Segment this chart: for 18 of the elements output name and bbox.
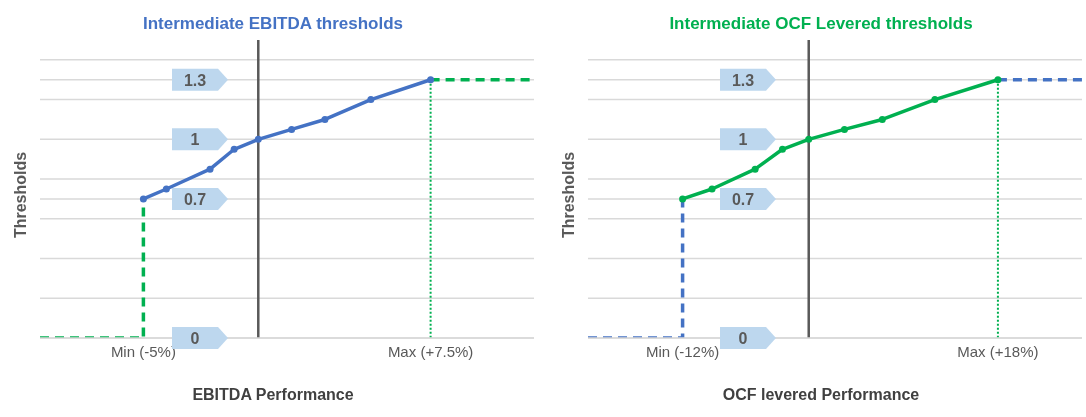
y-tick-label: 1 [190,131,200,149]
y-tick-label: 0.7 [183,190,207,208]
y-tick-label: 0 [738,330,748,347]
y-axis-title: Thresholds [12,151,30,239]
chart-title: Intermediate OCF Levered thresholds [668,13,974,35]
y-tick-label: 1 [738,131,748,149]
y-tick-label: 0 [190,330,200,347]
x-axis-title: EBITDA Performance [191,386,355,404]
chart-title: Intermediate EBITDA thresholds [141,13,405,35]
x-tick-label: Max (+7.5%) [387,342,474,360]
x-tick-label: Min (-5%) [110,342,176,360]
x-tick-label: Min (-12%) [645,342,720,360]
x-axis-title: OCF levered Performance [721,386,921,404]
y-tick-label: 1.3 [183,71,207,89]
x-tick-label: Max (+18%) [957,342,1039,360]
y-axis-title: Thresholds [560,151,578,239]
y-tick-label: 0.7 [731,190,755,208]
y-tick-label: 1.3 [731,71,755,89]
